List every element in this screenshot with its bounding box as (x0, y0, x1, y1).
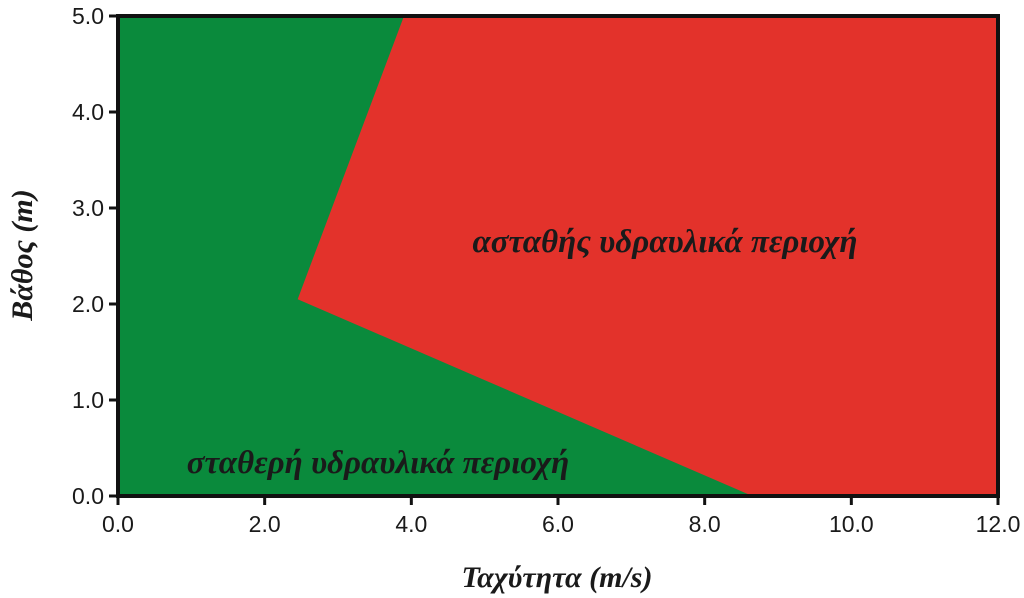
unstable-region (297, 16, 999, 496)
stable-region-label: σταθερή υδραυλικά περιοχή (187, 445, 570, 481)
y-tick-label: 4.0 (72, 99, 104, 125)
x-tick-label: 0.0 (102, 511, 134, 537)
y-tick-label: 3.0 (72, 195, 104, 221)
plot-area (116, 14, 1000, 498)
unstable-region-label: ασταθής υδραυλικά περιοχή (473, 224, 858, 260)
y-tick-label: 5.0 (72, 3, 104, 29)
x-tick-label: 6.0 (542, 511, 574, 537)
x-tick-label: 2.0 (249, 511, 281, 537)
x-axis-title: Ταχύτητα (m/s) (462, 561, 653, 594)
axis-tick-labels: 0.0 2.0 4.0 6.0 8.0 10.0 12.0 0.0 1.0 2.0 3.0 4.0 5.… (72, 3, 1020, 537)
y-tick-label: 1.0 (72, 387, 104, 413)
y-tick-label: 0.0 (72, 483, 104, 509)
axis-ticks (109, 14, 1000, 505)
x-tick-label: 12.0 (976, 511, 1021, 537)
x-tick-label: 8.0 (689, 511, 721, 537)
x-tick-label: 4.0 (395, 511, 427, 537)
y-tick-label: 2.0 (72, 291, 104, 317)
y-axis-title: Βάθος (m) (6, 189, 39, 321)
x-tick-label: 10.0 (829, 511, 874, 537)
